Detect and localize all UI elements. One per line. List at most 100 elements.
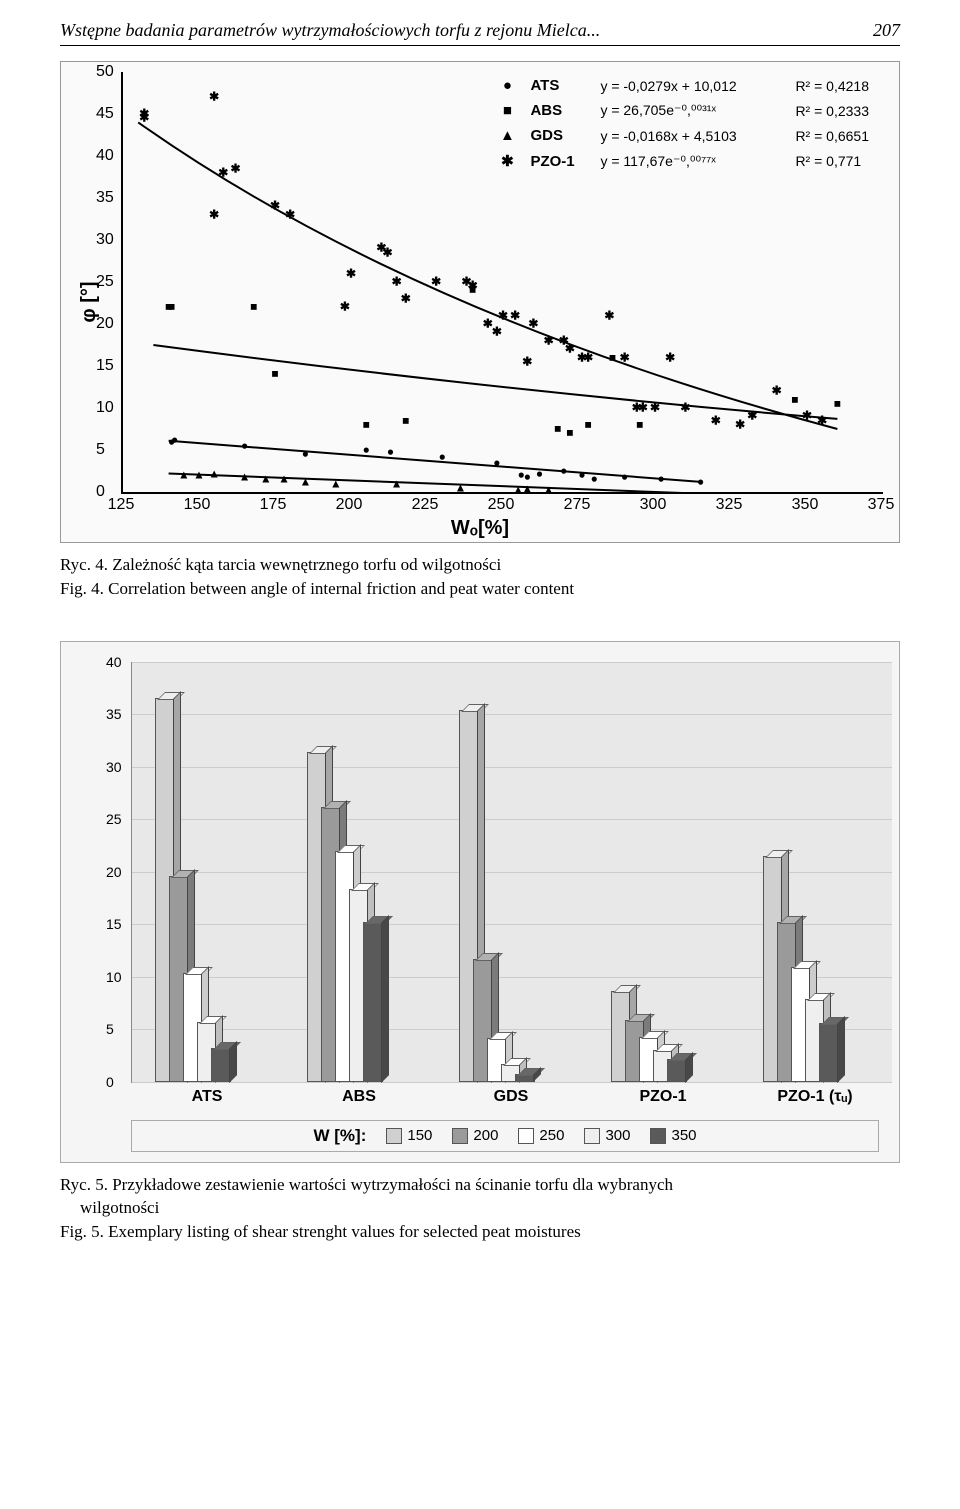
caption-ryc4: Ryc. 4. Zależność kąta tarcia wewnętrzne… <box>60 555 501 574</box>
legend-marker: ■ <box>499 102 515 119</box>
data-point: ▲ <box>178 468 190 483</box>
bar-y-tick: 15 <box>106 916 122 932</box>
x-tick: 225 <box>412 496 439 514</box>
bar-group <box>307 752 377 1082</box>
bar-category-label: ABS <box>342 1088 376 1106</box>
data-point: ● <box>387 444 394 459</box>
data-point: ✱ <box>620 350 630 365</box>
data-point: ● <box>591 472 598 487</box>
scatter-chart: φ [°] Wₒ[%] ●●●●●●●●●●●●●●●●●■■■■■■■■■■■… <box>60 61 900 543</box>
y-tick: 20 <box>96 315 114 333</box>
data-point: ▲ <box>193 468 205 483</box>
bar <box>819 1023 839 1082</box>
legend-equation: y = -0,0168x + 4,5103 <box>600 128 780 144</box>
bar-legend-item: 150 <box>386 1127 432 1144</box>
data-point: ▲ <box>454 480 466 495</box>
legend-label: 350 <box>671 1127 696 1144</box>
data-point: ✱ <box>346 266 356 281</box>
bar-y-tick: 25 <box>106 811 122 827</box>
bar-group <box>763 856 833 1082</box>
data-point: ■ <box>791 392 798 407</box>
data-point: ▲ <box>521 482 533 497</box>
data-point: ● <box>363 443 370 458</box>
x-tick: 375 <box>868 496 895 514</box>
data-point: ● <box>578 468 585 483</box>
data-point: ● <box>493 455 500 470</box>
y-tick: 50 <box>96 63 114 81</box>
y-tick: 0 <box>96 483 105 501</box>
data-point: ▲ <box>299 474 311 489</box>
data-point: ● <box>560 464 567 479</box>
bar-legend: W [%]:150200250300350 <box>131 1120 879 1152</box>
legend-swatch <box>650 1128 666 1144</box>
data-point: ● <box>536 466 543 481</box>
legend-r2: R² = 0,2333 <box>795 103 869 119</box>
legend-row: ▲GDSy = -0,0168x + 4,5103R² = 0,6651 <box>499 127 869 144</box>
data-point: ✱ <box>392 275 402 290</box>
legend-swatch <box>386 1128 402 1144</box>
legend-r2: R² = 0,6651 <box>795 128 869 144</box>
bar-category-label: PZO-1 <box>639 1088 686 1106</box>
y-tick: 35 <box>96 189 114 207</box>
legend-equation: y = 117,67e⁻⁰,⁰⁰⁷⁷ˣ <box>600 153 780 170</box>
data-point: ● <box>621 469 628 484</box>
y-tick: 10 <box>96 399 114 417</box>
data-point: ■ <box>566 426 573 441</box>
scatter-legend: ●ATSy = -0,0279x + 10,012R² = 0,4218■ABS… <box>499 77 869 178</box>
x-tick: 150 <box>184 496 211 514</box>
page-number: 207 <box>873 20 900 41</box>
y-tick: 25 <box>96 273 114 291</box>
data-point: ● <box>241 438 248 453</box>
legend-r2: R² = 0,4218 <box>795 78 869 94</box>
data-point: ● <box>657 472 664 487</box>
data-point: ✱ <box>583 350 593 365</box>
data-point: ✱ <box>772 384 782 399</box>
legend-series-name: ATS <box>530 77 585 94</box>
data-point: ✱ <box>638 401 648 416</box>
legend-marker: ● <box>499 77 515 94</box>
data-point: ✱ <box>230 161 240 176</box>
data-point: ✱ <box>431 275 441 290</box>
page-header: Wstępne badania parametrów wytrzymałości… <box>60 20 900 46</box>
bar-y-tick: 0 <box>106 1074 114 1090</box>
bar-y-tick: 35 <box>106 706 122 722</box>
bar-legend-item: 200 <box>452 1127 498 1144</box>
x-tick: 175 <box>260 496 287 514</box>
data-point: ▲ <box>543 483 555 498</box>
data-point: ● <box>171 432 178 447</box>
y-tick: 15 <box>96 357 114 375</box>
bar-category-label: ATS <box>192 1088 223 1106</box>
legend-row: ●ATSy = -0,0279x + 10,012R² = 0,4218 <box>499 77 869 94</box>
x-tick: 200 <box>336 496 363 514</box>
data-point: ✱ <box>492 325 502 340</box>
legend-swatch <box>584 1128 600 1144</box>
data-point: ■ <box>584 417 591 432</box>
data-point: ✱ <box>747 409 757 424</box>
data-point: ■ <box>609 350 616 365</box>
legend-label: 200 <box>473 1127 498 1144</box>
data-point: ■ <box>834 396 841 411</box>
caption-fig5: Fig. 5. Exemplary listing of shear stren… <box>60 1222 581 1241</box>
data-point: ✱ <box>565 342 575 357</box>
bar-y-tick: 10 <box>106 969 122 985</box>
bar-chart: Wytrzymałość na ścinanie τ [kPa] W [%]:1… <box>60 641 900 1163</box>
bar-category-label: GDS <box>494 1088 529 1106</box>
legend-label: 250 <box>539 1127 564 1144</box>
data-point: ✱ <box>510 308 520 323</box>
data-point: ▲ <box>330 476 342 491</box>
bar <box>667 1059 687 1082</box>
data-point: ■ <box>554 422 561 437</box>
data-point: ✱ <box>218 165 228 180</box>
legend-marker: ▲ <box>499 127 515 144</box>
legend-series-name: PZO-1 <box>530 153 585 170</box>
data-point: ✱ <box>604 308 614 323</box>
data-point: ✱ <box>270 199 280 214</box>
header-title: Wstępne badania parametrów wytrzymałości… <box>60 20 600 41</box>
y-tick: 45 <box>96 105 114 123</box>
data-point: ✱ <box>209 90 219 105</box>
legend-series-name: ABS <box>530 102 585 119</box>
data-point: ▲ <box>260 472 272 487</box>
figure-5-caption: Ryc. 5. Przykładowe zestawienie wartości… <box>60 1173 900 1244</box>
data-point: ✱ <box>735 417 745 432</box>
y-tick: 5 <box>96 441 105 459</box>
